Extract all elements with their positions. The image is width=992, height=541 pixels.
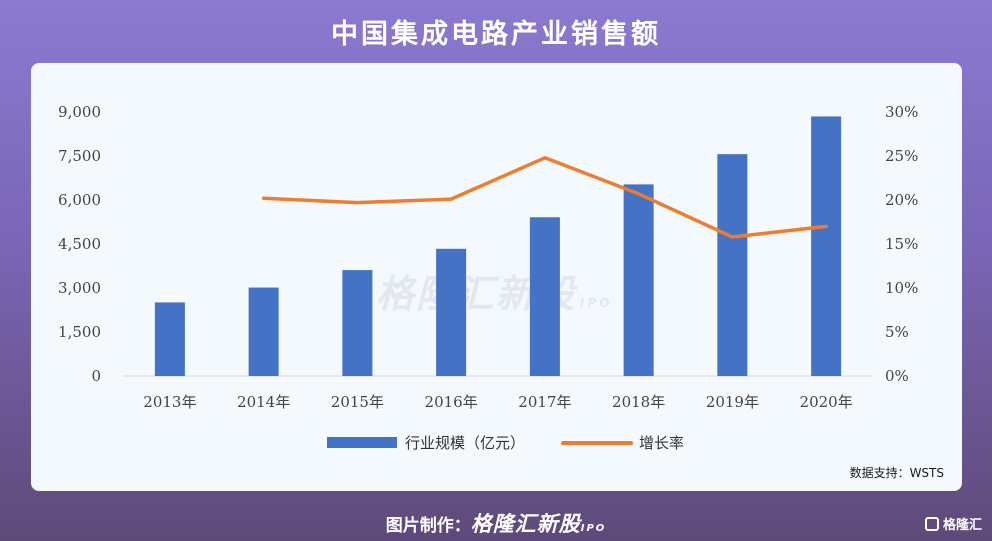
line-point <box>824 224 828 228</box>
line-point <box>355 201 359 205</box>
bar <box>811 116 842 376</box>
line-point <box>730 235 734 239</box>
footer-brand-sub: IPO <box>580 523 607 534</box>
bar <box>248 287 279 376</box>
bar <box>436 248 467 376</box>
y-right-tick-label: 30% <box>885 103 918 121</box>
bar <box>623 184 654 376</box>
y-right-tick-label: 20% <box>885 191 918 209</box>
legend-swatch-bars <box>327 437 397 448</box>
y-right-tick-label: 10% <box>885 279 918 297</box>
line-point <box>543 156 547 160</box>
footer-prefix: 图片制作： <box>385 516 471 536</box>
y-right-tick-label: 5% <box>885 323 909 341</box>
x-tick-label: 2014年 <box>237 393 290 411</box>
x-tick-label: 2013年 <box>143 393 196 411</box>
corner-brand: 格隆汇 <box>924 514 982 533</box>
y-right-tick-label: 25% <box>885 147 918 165</box>
y-left-tick-label: 3,000 <box>58 279 101 297</box>
y-right-tick-label: 0% <box>885 367 909 385</box>
chart-title: 中国集成电路产业销售额 <box>331 19 661 50</box>
bar <box>717 154 748 376</box>
y-right-tick-label: 15% <box>885 235 918 253</box>
bar <box>529 217 560 376</box>
x-tick-label: 2017年 <box>518 393 571 411</box>
source-note: 数据支持：WSTS <box>849 466 944 480</box>
line-point <box>262 196 266 200</box>
y-left-tick-label: 6,000 <box>58 191 101 209</box>
footer-brand: 格隆汇新股 <box>470 512 581 536</box>
x-tick-label: 2018年 <box>612 393 665 411</box>
legend-label-bars: 行业规模（亿元） <box>405 434 525 452</box>
chart-card: 格隆汇新股 IPO 9,000 7,500 6,000 4,500 3,000 1,500 0… <box>31 63 962 491</box>
y-left-tick-label: 7,500 <box>58 147 101 165</box>
brand-logo-icon <box>924 516 939 531</box>
bar <box>342 270 373 376</box>
chart-svg: 9,000 7,500 6,000 4,500 3,000 1,500 0 30% 25% 20%… <box>58 103 918 452</box>
y-left-tick-label: 9,000 <box>58 103 101 121</box>
x-tick-label: 2016年 <box>425 393 478 411</box>
x-tick-label: 2015年 <box>331 393 384 411</box>
line-point <box>449 197 453 201</box>
x-tick-label: 2019年 <box>706 393 759 411</box>
x-tick-label: 2020年 <box>800 393 853 411</box>
legend-label-line: 增长率 <box>639 434 684 452</box>
bar <box>154 302 185 376</box>
line-point <box>637 192 641 196</box>
y-left-tick-label: 4,500 <box>58 235 101 253</box>
y-left-tick-label: 1,500 <box>58 323 101 341</box>
footer-credit: 图片制作：格隆汇新股IPO <box>0 508 992 538</box>
corner-brand-text: 格隆汇 <box>942 518 982 533</box>
y-left-tick-label: 0 <box>91 367 101 385</box>
